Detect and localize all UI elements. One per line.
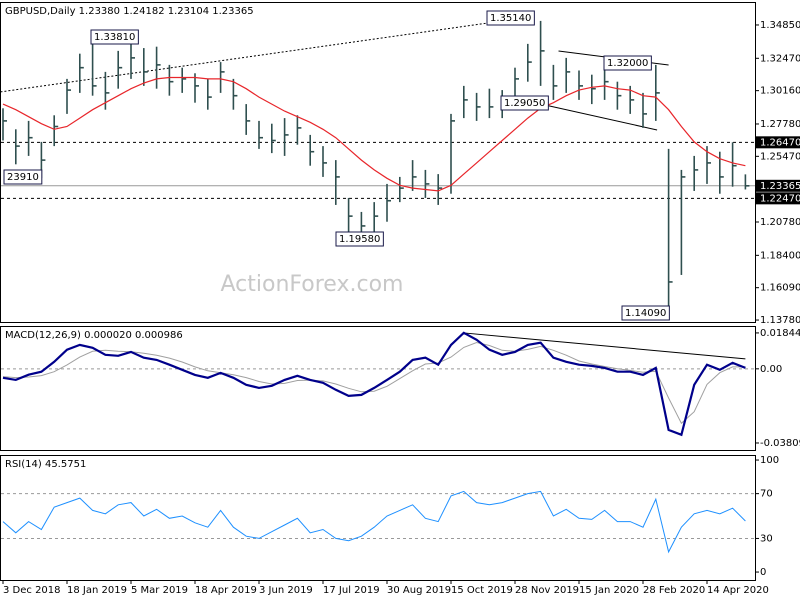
watermark: ActionForex.com [221,272,404,297]
x-tick-label: 15 Jan 2020 [579,585,639,596]
x-tick-label: 14 Apr 2020 [707,585,769,596]
x-tick-label: 3 Dec 2018 [3,585,61,596]
price-label: 1.22470 [760,193,800,204]
y-tick-label: 1.25470 [760,151,800,162]
macd-line [2,331,746,437]
x-tick-label: 5 Mar 2019 [131,585,188,596]
panel-border [0,455,756,581]
annotation-box [603,55,652,71]
moving-average [2,76,746,192]
trend-line [540,103,658,131]
x-tick-label: 28 Nov 2019 [515,585,579,596]
panel-border [0,2,756,323]
trend-line [0,16,531,93]
y-tick-label: 1.27780 [760,119,800,130]
annotation-box [3,169,43,185]
price-label-box [755,192,800,205]
y-tick-label: 1.30160 [760,86,800,97]
x-tick-label: 3 Jun 2019 [259,585,313,596]
annotation-box [486,10,535,26]
y-tick-label: 1.34850 [760,20,800,31]
annotation-label: 1.32000 [607,58,648,69]
y-tick-label: 1.13780 [760,315,800,326]
x-tick-label: 17 Jul 2019 [323,585,380,596]
y-tick-label: 30 [760,533,773,544]
annotation-box [335,231,384,247]
annotation-label: 23910 [7,172,39,183]
price-label: 1.23365 [760,181,800,192]
panel-title: GBPUSD,Daily 1.23380 1.24182 1.23104 1.2… [5,6,254,17]
panel-border [0,326,756,451]
y-tick-label: 100 [760,455,779,466]
y-tick-label: 1.20780 [760,217,800,228]
annotation-label: 1.35140 [490,13,531,24]
y-tick-label: 0.018442 [760,328,800,339]
signal-line [2,341,746,425]
trend-line [462,332,746,360]
y-tick-label: 0 [760,567,766,578]
price-label-box [755,179,800,192]
panel-title: RSI(14) 45.5751 [5,459,86,470]
annotation-label: 1.33810 [94,32,135,43]
x-tick-label: 28 Feb 2020 [643,585,705,596]
y-tick-label: 1.16090 [760,283,800,294]
price-label: 1.26470 [760,137,800,148]
annotation-box [500,95,549,111]
y-tick-label: 0.00 [760,364,782,375]
y-tick-label: 1.18400 [760,250,800,261]
price-label-box [755,136,800,149]
y-tick-label: 1.32470 [760,53,800,64]
annotation-label: 1.14090 [625,308,666,319]
annotation-box [621,305,670,321]
x-tick-label: 15 Oct 2019 [451,585,513,596]
panel-title: MACD(12,26,9) 0.000020 0.000986 [5,330,183,341]
x-tick-label: 30 Aug 2019 [387,585,451,596]
x-tick-label: 18 Apr 2019 [195,585,257,596]
rsi-line [2,490,746,554]
x-tick-label: 18 Jan 2019 [67,585,127,596]
annotation-label: 1.29050 [504,98,545,109]
annotation-label: 1.19580 [339,234,380,245]
y-tick-label: 70 [760,489,773,500]
y-tick-label: -0.038095 [760,438,800,449]
annotation-box [90,29,139,45]
